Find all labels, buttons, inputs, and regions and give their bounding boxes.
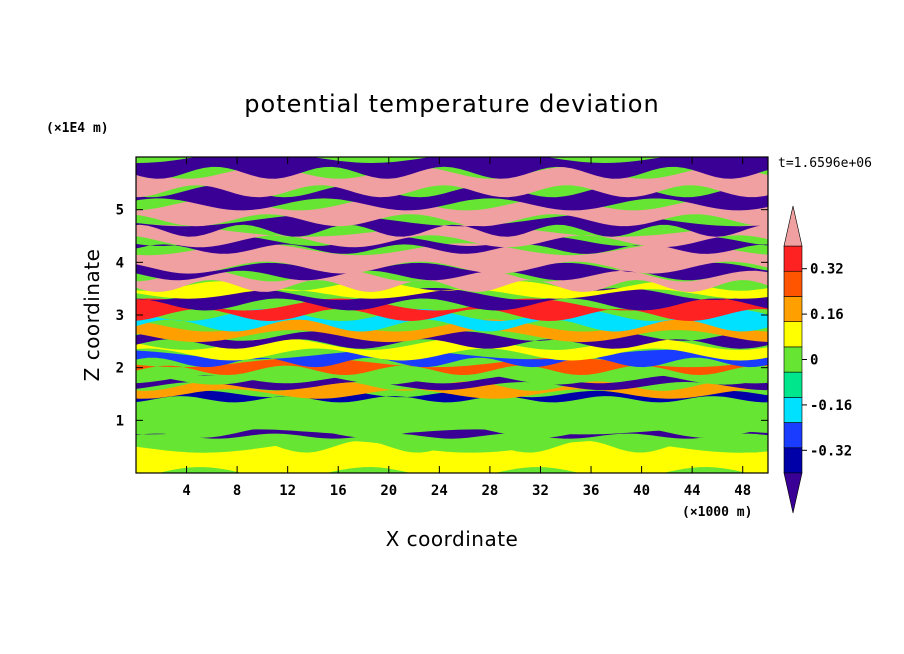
y-tick-label: 1 xyxy=(116,413,124,429)
x-tick-label: 8 xyxy=(233,483,241,499)
contour-band xyxy=(136,406,768,438)
y-tick-label: 5 xyxy=(116,203,124,219)
colorbar-segment xyxy=(783,245,803,272)
contour-field xyxy=(136,157,768,473)
colorbar-segment xyxy=(783,371,803,398)
colorbar-segment xyxy=(783,346,803,373)
x-tick-label: 28 xyxy=(481,483,498,499)
x-tick-label: 44 xyxy=(684,483,701,499)
y-axis: 1 2 3 4 5 xyxy=(116,203,768,429)
contour-band xyxy=(136,298,768,321)
contour-band xyxy=(136,287,768,311)
y-tick-label: 4 xyxy=(116,255,124,271)
x-unit-label: (×1000 m) xyxy=(682,505,752,520)
colorbar-tick-label: 0.32 xyxy=(810,262,844,278)
x-axis: 4 8 12 16 20 24 28 32 36 40 44 48 xyxy=(182,157,751,499)
y-tick-label: 2 xyxy=(116,361,124,377)
contour-band xyxy=(136,224,768,248)
colorbar-segment xyxy=(783,321,803,348)
x-axis-label: X coordinate xyxy=(386,527,519,551)
colorbar: 0.32 0.16 0 -0.16 -0.32 xyxy=(783,205,852,514)
colorbar-extend-min xyxy=(783,472,803,514)
contour-band xyxy=(136,281,768,299)
x-tick-label: 4 xyxy=(182,483,190,499)
x-tick-label: 20 xyxy=(380,483,397,499)
y-unit-label: (×1E4 m) xyxy=(46,121,109,136)
contour-band xyxy=(136,393,768,419)
x-tick-label: 48 xyxy=(734,483,751,499)
x-tick-label: 16 xyxy=(330,483,347,499)
contour-band xyxy=(136,375,768,391)
colorbar-tick-label: 0 xyxy=(810,353,818,369)
colorbar-segment xyxy=(783,296,803,322)
colorbar-extend-max xyxy=(783,205,803,247)
x-tick-label: 24 xyxy=(431,483,448,499)
colorbar-segment xyxy=(783,422,803,449)
contour-band xyxy=(136,390,768,403)
colorbar-segment xyxy=(783,270,803,297)
contour-band xyxy=(136,429,768,439)
contour-band xyxy=(136,198,768,227)
time-label: t=1.6596e+06 xyxy=(778,156,872,171)
colorbar-tick-label: 0.16 xyxy=(810,307,844,323)
contour-band xyxy=(136,157,768,179)
y-tick-label: 3 xyxy=(116,308,124,324)
contour-band xyxy=(136,236,768,254)
chart-title: potential temperature deviation xyxy=(244,90,659,118)
contour-band xyxy=(136,430,768,453)
contour-band xyxy=(136,243,768,274)
x-tick-label: 32 xyxy=(532,483,549,499)
x-tick-label: 40 xyxy=(633,483,650,499)
colorbar-segment xyxy=(783,447,803,474)
x-tick-label: 36 xyxy=(583,483,600,499)
colorbar-segment xyxy=(783,397,803,423)
y-axis-label: Z coordinate xyxy=(80,249,104,382)
contour-band xyxy=(136,364,768,385)
x-tick-label: 12 xyxy=(279,483,296,499)
colorbar-tick-label: -0.16 xyxy=(810,398,852,414)
contour-band xyxy=(136,269,768,292)
contour-band xyxy=(136,319,768,343)
colorbar-tick-label: -0.32 xyxy=(810,443,852,459)
contour-band xyxy=(136,262,768,281)
